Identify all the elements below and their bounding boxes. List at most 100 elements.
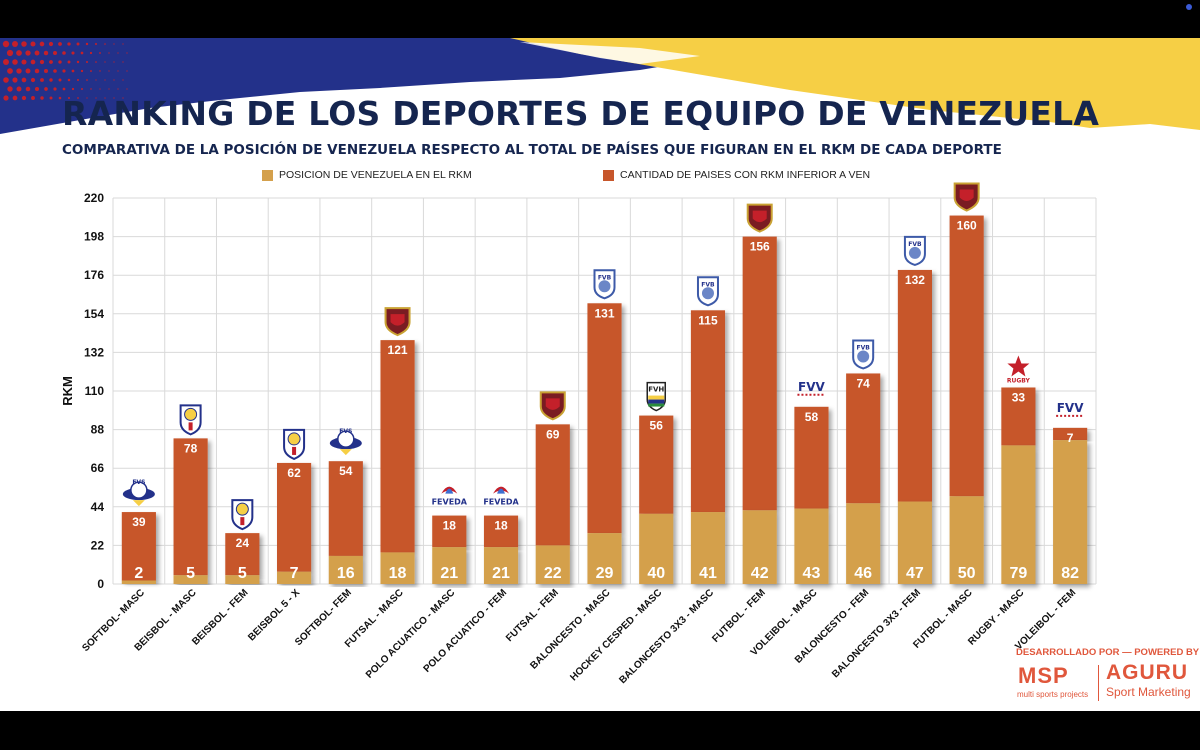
halftone-dot	[21, 95, 27, 101]
data-label-position: 21	[440, 565, 458, 582]
halftone-dot	[76, 42, 80, 46]
halftone-dot	[43, 68, 49, 74]
flag-brush-header	[0, 38, 1200, 134]
halftone-dot	[99, 88, 101, 90]
fvf-futbol-shield-icon	[953, 182, 980, 212]
logo-text: FEVEDA	[432, 498, 468, 507]
halftone-dot	[108, 52, 110, 54]
halftone-dot	[40, 78, 44, 82]
stripe-blue	[648, 399, 665, 404]
bar-position-14	[846, 503, 881, 584]
halftone-dot	[122, 61, 124, 63]
logo-text: FVB	[701, 281, 715, 288]
halftone-dot	[122, 43, 124, 45]
data-label-inferior: 69	[546, 427, 560, 441]
legend-label-inferior: CANTIDAD DE PAISES CON RKM INFERIOR A VE…	[620, 169, 871, 181]
credits-text: DESARROLLADO POR — POWERED BY	[1016, 647, 1200, 658]
y-tick-label: 44	[91, 500, 105, 514]
y-axis-label: RKM	[60, 376, 75, 406]
halftone-dot	[77, 97, 79, 99]
bar-inferior-7	[483, 515, 519, 548]
bar-inferior-17	[1001, 387, 1036, 446]
basketball	[857, 350, 870, 363]
beisbol-federation-logo-icon	[283, 428, 306, 461]
data-label-position: 43	[803, 565, 821, 582]
halftone-dot	[113, 43, 115, 45]
halftone-dot	[39, 59, 45, 65]
halftone-dot	[104, 97, 106, 99]
halftone-dot	[6, 49, 14, 57]
halftone-dot	[62, 87, 66, 91]
legend-swatch-position	[262, 169, 273, 181]
data-label-position: 42	[751, 565, 769, 582]
red-halftone-dots	[2, 40, 128, 101]
halftone-dot	[76, 78, 80, 82]
halftone-dot	[16, 68, 22, 74]
data-label-inferior: 121	[388, 343, 408, 357]
halftone-dot	[12, 59, 18, 65]
x-tick-label: BALONCESTO 3X3 - MASC	[617, 587, 716, 686]
x-tick-label: FUTBOL - FEM	[710, 587, 768, 645]
halftone-dot	[71, 69, 75, 73]
bar-inferior-10	[639, 415, 674, 514]
data-label-position: 79	[1009, 565, 1027, 582]
halftone-dot	[62, 51, 66, 55]
legend-swatch-inferior	[603, 169, 614, 181]
bar-inferior-16	[949, 215, 984, 497]
logo-text: FVV	[798, 380, 825, 394]
x-tick-label: POLO ACUATICO - MASC	[364, 587, 457, 680]
credits-block: DESARROLLADO POR — POWERED BY MSP multi …	[1008, 645, 1199, 709]
bar-position-12	[742, 510, 777, 584]
bar-position-3	[277, 571, 312, 584]
rugby-star-logo-icon: RUGBY	[1007, 355, 1031, 384]
halftone-dot	[30, 41, 36, 47]
halftone-dot	[44, 87, 48, 91]
halftone-dot	[108, 70, 110, 72]
page-title: RANKING DE LOS DEPORTES DE EQUIPO DE VEN…	[62, 94, 1100, 133]
halftone-dot	[3, 59, 9, 65]
fvf-futbol-shield-icon	[539, 391, 566, 421]
window-indicator-dot	[1186, 4, 1192, 10]
halftone-dot	[104, 61, 106, 63]
bar-position-11	[690, 512, 726, 584]
y-tick-label: 132	[84, 345, 104, 359]
halftone-dot	[30, 59, 36, 65]
logo-text: FVH	[648, 386, 664, 394]
bar-position-5	[380, 552, 415, 584]
x-tick-label: HOCKEY CESPED - MASC	[568, 587, 664, 683]
halftone-dot	[49, 96, 53, 100]
presentation-slide: RANKING DE LOS DEPORTES DE EQUIPO DE VEN…	[0, 38, 1200, 711]
halftone-dot	[48, 41, 54, 47]
ball	[130, 481, 148, 499]
halftone-dot	[95, 97, 97, 99]
halftone-dot	[62, 69, 66, 73]
stripe	[188, 422, 193, 431]
halftone-dot	[34, 50, 40, 56]
halftone-dot	[85, 42, 89, 46]
bar-inferior-3	[277, 462, 312, 572]
fvb-basketball-shield-icon: FVB	[593, 269, 616, 300]
data-label-position: 2	[134, 565, 143, 582]
halftone-dot	[85, 60, 89, 64]
msp-subtitle: multi sports projects	[1017, 690, 1089, 699]
bar-inferior-14	[846, 373, 881, 504]
halftone-dot	[126, 52, 128, 54]
data-label-position: 5	[186, 565, 195, 582]
msp-logo: MSP	[1018, 663, 1069, 688]
halftone-dot	[80, 51, 84, 55]
data-label-inferior: 78	[184, 441, 198, 455]
bar-inferior-6	[432, 515, 467, 548]
halftone-dot	[25, 68, 31, 74]
data-label-position: 82	[1061, 565, 1079, 582]
y-tick-label: 88	[91, 423, 105, 437]
data-label-position: 16	[337, 565, 355, 582]
data-label-position: 50	[958, 565, 976, 582]
halftone-dot	[12, 41, 18, 47]
halftone-dot	[99, 52, 101, 54]
halftone-dot	[67, 60, 71, 64]
bar-position-9	[587, 533, 622, 584]
y-tick-label: 110	[85, 384, 105, 398]
bar-inferior-1	[173, 438, 208, 576]
stripe	[240, 517, 245, 526]
halftone-dot	[90, 88, 92, 90]
